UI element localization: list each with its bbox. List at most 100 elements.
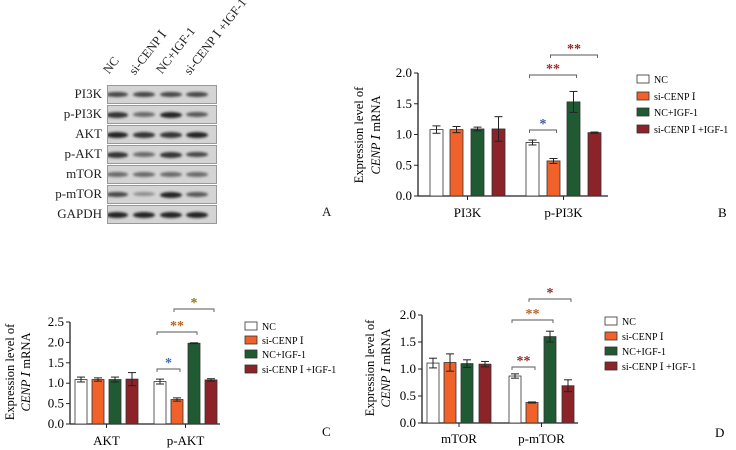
blot-strip <box>107 205 217 224</box>
y-tick-label: 0.5 <box>396 157 412 172</box>
legend-label: NC <box>654 75 668 86</box>
legend-label: si-CENP Ⅰ <box>654 92 696 103</box>
bar-si-cenp- <box>170 399 184 425</box>
legend-swatch <box>604 316 618 326</box>
bar-nc-igf-1 <box>108 379 122 425</box>
legend-label: si-CENP Ⅰ +IGF-1 <box>262 365 336 376</box>
protein-band <box>160 172 182 177</box>
y-tick-label: 0.0 <box>48 416 64 431</box>
significance-bracket <box>528 298 572 302</box>
y-axis-label-suffix: mRNA <box>19 332 33 371</box>
y-axis-label-suffix: mRNA <box>379 328 393 367</box>
y-tick-label: 0.5 <box>400 388 416 403</box>
chart-c: 0.0 0.5 1.0 1.5 2.0 2.5 Expression level of CEN… <box>3 296 336 448</box>
bar-si-cenp-igf-1 <box>478 363 492 424</box>
y-tick-label: 1.5 <box>48 355 64 370</box>
protein-band <box>186 212 208 218</box>
legend-swatch <box>244 321 258 331</box>
y-axis-label-gene: CENP Ⅰ <box>369 134 383 175</box>
protein-band <box>160 112 182 118</box>
protein-band <box>186 92 208 98</box>
significance-bracket <box>511 366 536 370</box>
protein-band <box>160 152 182 158</box>
protein-band <box>133 152 155 157</box>
bar-nc <box>429 129 444 197</box>
legend-label: NC+IGF-1 <box>262 350 306 361</box>
significance-marker: ** <box>526 307 540 322</box>
y-tick-label: 0.0 <box>400 415 416 430</box>
legend-swatch <box>636 74 650 84</box>
protein-band <box>108 112 128 118</box>
protein-band <box>133 172 155 177</box>
legend-label: si-CENP Ⅰ <box>622 332 664 343</box>
legend-swatch <box>636 107 650 117</box>
legend-swatch <box>604 346 618 356</box>
category-label: AKT <box>93 433 120 448</box>
category-label: PI3K <box>454 205 482 220</box>
y-tick-label: 0.5 <box>48 396 64 411</box>
bar-nc <box>508 375 522 424</box>
y-tick-label: 0.0 <box>396 188 412 203</box>
protein-band <box>133 192 155 197</box>
y-tick-label: 2.0 <box>400 307 416 322</box>
legend-swatch <box>244 364 258 374</box>
protein-band <box>160 212 182 218</box>
protein-band <box>160 192 182 198</box>
protein-band <box>108 192 128 198</box>
y-axis-label-gene: CENP Ⅰ <box>19 371 33 412</box>
panel-letter: C <box>322 424 331 439</box>
y-axis-label-2: CENP Ⅰ mRNA <box>19 332 33 411</box>
significance-bracket <box>529 129 557 133</box>
bar-si-cenp- <box>525 402 539 424</box>
bar-nc-igf-1 <box>470 128 485 197</box>
protein-band <box>133 112 155 117</box>
panel-letter: B <box>718 205 727 220</box>
y-axis-label: Expression level of <box>3 323 17 420</box>
y-tick-label: 1.0 <box>396 127 412 142</box>
significance-marker: * <box>540 117 547 132</box>
bar-si-cenp-igf-1 <box>204 379 218 425</box>
protein-band <box>108 132 128 138</box>
protein-band <box>186 172 208 177</box>
blot-strip <box>107 165 217 184</box>
y-tick-label: 1.0 <box>400 361 416 376</box>
significance-bracket <box>156 331 198 335</box>
bar-nc-igf-1 <box>566 101 581 197</box>
blot-row-label: p-AKT <box>64 146 102 161</box>
y-axis-label: Expression level of <box>363 319 377 416</box>
y-axis-label-gene: CENP Ⅰ <box>379 367 393 408</box>
significance-bracket <box>529 74 577 78</box>
legend-label: si-CENP Ⅰ +IGF-1 <box>622 362 696 373</box>
protein-band <box>160 92 182 98</box>
protein-band <box>186 152 208 158</box>
blot-row-label: p-PI3K <box>63 106 102 121</box>
blot-strip <box>107 125 217 144</box>
category-label: p-AKT <box>167 433 205 448</box>
legend-label: si-CENP Ⅰ <box>262 336 304 347</box>
panel-letter: D <box>715 425 724 440</box>
significance-marker: ** <box>170 319 184 334</box>
bar-si-cenp- <box>546 160 561 197</box>
legend-label: NC+IGF-1 <box>622 347 666 358</box>
protein-band <box>160 132 182 138</box>
bar-nc-igf-1 <box>543 336 557 424</box>
blot-row-label: mTOR <box>66 166 102 181</box>
protein-band <box>108 92 128 98</box>
y-tick-label: 1.5 <box>400 334 416 349</box>
y-tick-label: 1.0 <box>48 375 64 390</box>
protein-band <box>108 172 128 177</box>
legend-swatch <box>636 91 650 101</box>
y-axis-label-2: CENP Ⅰ mRNA <box>369 95 383 174</box>
bar-si-cenp- <box>91 379 105 425</box>
significance-marker: * <box>547 286 554 301</box>
legend-swatch <box>244 335 258 345</box>
y-axis-label-suffix: mRNA <box>369 95 383 134</box>
significance-bracket <box>550 54 598 58</box>
blot-strip <box>107 85 217 104</box>
y-tick-label: 1.5 <box>396 96 412 111</box>
protein-band <box>186 192 208 198</box>
protein-band <box>186 112 208 118</box>
protein-band <box>108 152 128 158</box>
protein-band <box>133 212 155 218</box>
